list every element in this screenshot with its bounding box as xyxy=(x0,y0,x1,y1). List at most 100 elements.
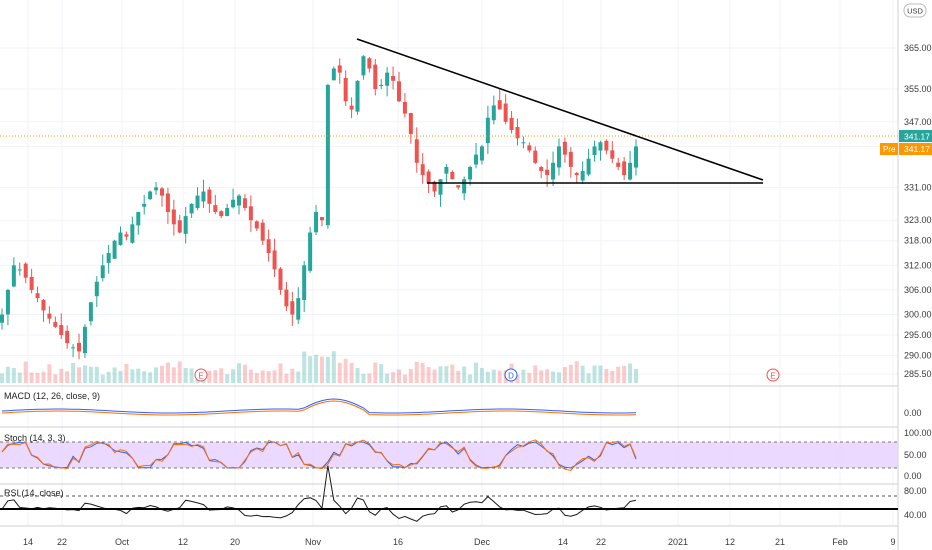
volume-bar xyxy=(53,374,58,383)
price-tick-label: 323.00 xyxy=(904,215,932,225)
candle xyxy=(444,163,449,183)
volume-bar xyxy=(414,361,419,383)
volume-bar xyxy=(580,365,585,383)
stoch-d-line xyxy=(1,439,637,471)
candle xyxy=(53,316,58,328)
time-tick-label: 22 xyxy=(596,537,606,547)
volume-bar xyxy=(112,367,117,383)
candle xyxy=(420,153,425,184)
candle xyxy=(302,261,307,312)
volume-bar xyxy=(314,354,319,383)
candle xyxy=(254,220,259,232)
candle xyxy=(568,147,573,178)
candle xyxy=(456,185,461,190)
volume-bar xyxy=(77,367,82,383)
volume-bar xyxy=(616,366,621,383)
macd-title[interactable]: MACD (12, 26, close, 9) xyxy=(4,391,100,401)
volume-bar xyxy=(59,368,64,383)
candle xyxy=(17,262,22,276)
stoch-title[interactable]: Stoch (14, 3, 3) xyxy=(4,433,66,443)
price-candles xyxy=(0,55,638,360)
volume-bar xyxy=(254,373,259,383)
candle xyxy=(509,111,514,134)
candle xyxy=(515,118,520,146)
premarket-price-tag: Pre 341.17 xyxy=(880,143,932,155)
volume-bar xyxy=(474,362,479,383)
candle xyxy=(5,288,10,326)
volume-bar xyxy=(88,366,93,383)
volume-bar xyxy=(189,368,194,383)
volume-bar xyxy=(491,369,496,383)
candle xyxy=(106,244,111,274)
rsi-title[interactable]: RSI (14, close) xyxy=(4,488,64,498)
volume-bar xyxy=(0,373,4,383)
candle xyxy=(296,287,301,324)
candle xyxy=(331,66,336,81)
stoch-axis-50: 50.00 xyxy=(904,450,927,460)
candle xyxy=(314,205,319,235)
volume-bar xyxy=(183,367,188,383)
volume-bar xyxy=(420,362,425,383)
candle xyxy=(337,58,342,84)
dividend-marker-label: D xyxy=(508,372,514,381)
time-tick-label: 12 xyxy=(725,537,735,547)
price-axis[interactable]: 365.00 355.00 347.00 331.00 323.00 318.00 312.… xyxy=(904,43,932,379)
volume-bar xyxy=(290,368,295,383)
candle xyxy=(266,229,271,262)
volume-bar xyxy=(373,362,378,383)
volume-bar xyxy=(136,368,141,383)
price-tick-label: 312.00 xyxy=(904,260,932,270)
volume-bar xyxy=(148,372,153,383)
volume-bar xyxy=(568,364,573,383)
time-tick-label: Nov xyxy=(305,537,322,547)
volume-bar xyxy=(319,356,324,383)
volume-bar xyxy=(130,369,135,383)
candle xyxy=(148,190,153,200)
volume-bar xyxy=(272,370,277,383)
time-axis[interactable]: 14 22 Oct 12 20 Nov 16 Dec 14 22 2021 12 21 Feb 9 xyxy=(23,537,896,547)
volume-bar xyxy=(574,361,579,383)
volume-bar xyxy=(159,365,164,383)
candle xyxy=(551,151,556,187)
price-tick-label: 318.00 xyxy=(904,236,932,246)
volume-bar xyxy=(604,368,609,383)
volume-bar xyxy=(302,351,307,383)
candle xyxy=(391,66,396,90)
candle xyxy=(248,195,253,232)
volume-bar xyxy=(284,373,289,383)
candle xyxy=(207,186,212,213)
premarket-price-value: 341.17 xyxy=(904,144,930,154)
candle xyxy=(118,226,123,246)
earnings-marker[interactable]: E xyxy=(194,368,208,382)
stoch-band xyxy=(0,442,898,468)
volume-bar xyxy=(41,371,46,383)
candle xyxy=(201,179,206,208)
currency-badge[interactable]: USD xyxy=(903,3,927,18)
descending-trendline xyxy=(356,38,764,181)
candle xyxy=(88,302,93,326)
time-tick-label: Feb xyxy=(832,537,848,547)
candle xyxy=(610,140,615,164)
volume-bar xyxy=(485,371,490,383)
earnings-marker-future[interactable]: E xyxy=(766,368,780,382)
volume-bar xyxy=(592,365,597,383)
volume-bar xyxy=(556,372,561,383)
time-tick-label: 21 xyxy=(775,537,785,547)
candle xyxy=(183,206,188,244)
candle xyxy=(474,142,479,169)
volume-bar xyxy=(367,373,372,383)
volume-bar xyxy=(118,371,123,383)
candle xyxy=(539,165,544,179)
candle xyxy=(343,70,348,106)
volume-bar xyxy=(165,362,170,383)
candle xyxy=(396,72,401,103)
price-tick-label: 365.00 xyxy=(904,43,932,53)
volume-bar xyxy=(47,364,52,383)
volume-bar xyxy=(248,369,253,383)
candle xyxy=(159,186,164,207)
macd-indicator xyxy=(1,398,637,416)
volume-bar xyxy=(515,374,520,383)
time-tick-label: Oct xyxy=(115,537,130,547)
volume-bar xyxy=(527,372,532,383)
dividend-marker[interactable]: D xyxy=(504,368,518,382)
